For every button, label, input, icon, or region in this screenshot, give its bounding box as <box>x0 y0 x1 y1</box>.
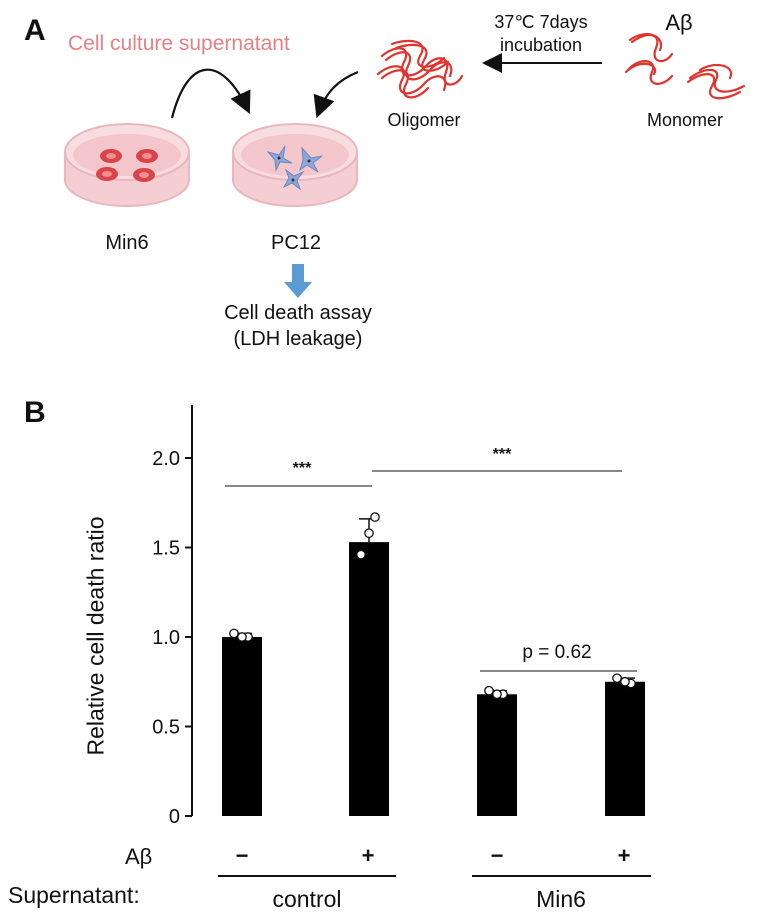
sig-label-cross: *** <box>492 446 512 463</box>
assay-arrow-icon <box>284 264 312 298</box>
group-label-min6: Min6 <box>536 886 586 912</box>
data-point <box>484 685 494 696</box>
abeta-sign: + <box>361 843 375 868</box>
pc12-cell <box>266 145 293 172</box>
min6-label: Min6 <box>105 232 149 254</box>
abeta-sign: + <box>617 843 631 868</box>
abeta-row-label: Aβ <box>125 844 153 869</box>
abeta-sign: − <box>490 843 504 868</box>
oligomer-fibrils <box>376 39 464 99</box>
sig-label-control: *** <box>292 460 312 477</box>
bar <box>477 694 517 816</box>
monomer-strand <box>624 33 674 85</box>
incubation-label-line2: incubation <box>499 35 583 55</box>
y-tick-label: 1.5 <box>152 538 180 560</box>
data-point <box>364 528 374 539</box>
assay-label-line1: Cell death assay <box>224 302 372 324</box>
data-point <box>356 549 366 560</box>
data-point <box>370 512 380 522</box>
y-tick-label: 2.0 <box>152 448 180 470</box>
pc12-cell <box>299 146 323 173</box>
abeta-sign: − <box>235 843 249 868</box>
pc12-cell <box>282 168 305 191</box>
y-tick-label: 0 <box>169 806 180 828</box>
data-point <box>237 632 247 642</box>
group-label-control: control <box>272 886 342 912</box>
transfer-arrow-oligomer-to-pc12 <box>313 70 359 119</box>
data-point <box>612 673 622 684</box>
bar <box>222 637 262 816</box>
transfer-arrow-min6-to-pc12 <box>170 68 251 119</box>
panel-a-letter: A <box>24 14 46 47</box>
supernatant-row-label: Supernatant: <box>8 882 140 908</box>
assay-label-line2: (LDH leakage) <box>233 328 363 350</box>
bar <box>349 542 389 816</box>
y-tick-label: 1.0 <box>152 627 180 649</box>
workflow-diagram <box>64 33 746 298</box>
min6-cell <box>136 149 158 163</box>
monomer-strand <box>686 63 746 100</box>
oligomer-label: Oligomer <box>387 110 461 130</box>
min6-cell <box>96 167 118 181</box>
min6-cell <box>100 149 122 163</box>
monomer-label: Monomer <box>646 110 724 130</box>
data-point <box>620 676 630 687</box>
min6-cell <box>133 168 155 182</box>
data-point <box>229 628 239 639</box>
abeta-label: Aβ <box>665 10 693 35</box>
y-tick-label: 0.5 <box>152 717 180 739</box>
supernatant-label: Cell culture supernatant <box>68 32 290 55</box>
pc12-label: PC12 <box>270 232 322 254</box>
pc12-dish <box>232 123 358 207</box>
min6-dish <box>64 123 190 207</box>
sig-label-min6: p = 0.62 <box>522 642 592 663</box>
incubation-label-line1: 37℃ 7days <box>494 12 588 32</box>
data-point <box>492 689 502 700</box>
panel-b-letter: B <box>24 396 46 429</box>
bar <box>605 681 645 816</box>
